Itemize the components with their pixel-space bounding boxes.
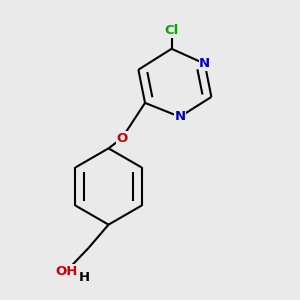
Text: N: N [174, 110, 185, 123]
Text: Cl: Cl [164, 24, 179, 37]
Text: N: N [199, 57, 210, 70]
Text: H: H [79, 271, 90, 284]
Text: O: O [116, 132, 128, 145]
Text: OH: OH [55, 265, 78, 278]
